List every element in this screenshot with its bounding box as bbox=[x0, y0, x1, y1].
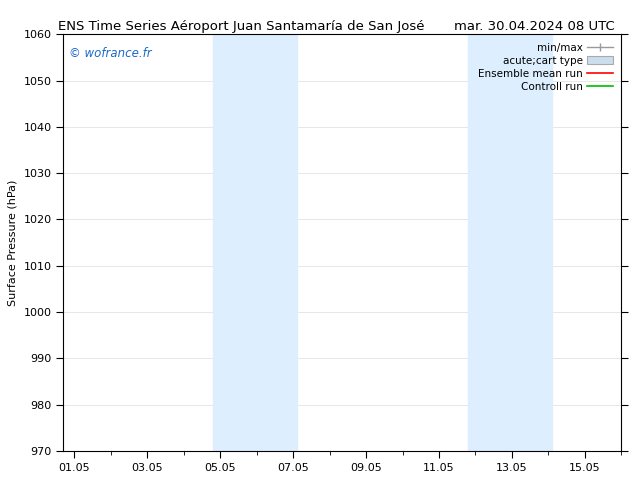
Text: ENS Time Series Aéroport Juan Santamaría de San José: ENS Time Series Aéroport Juan Santamaría… bbox=[58, 20, 424, 33]
Bar bbox=[213, 34, 297, 451]
Y-axis label: Surface Pressure (hPa): Surface Pressure (hPa) bbox=[8, 179, 18, 306]
Legend: min/max, acute;cart type, Ensemble mean run, Controll run: min/max, acute;cart type, Ensemble mean … bbox=[475, 40, 616, 95]
Bar bbox=[468, 34, 552, 451]
Text: © wofrance.fr: © wofrance.fr bbox=[69, 47, 152, 60]
Text: mar. 30.04.2024 08 UTC: mar. 30.04.2024 08 UTC bbox=[454, 20, 615, 33]
